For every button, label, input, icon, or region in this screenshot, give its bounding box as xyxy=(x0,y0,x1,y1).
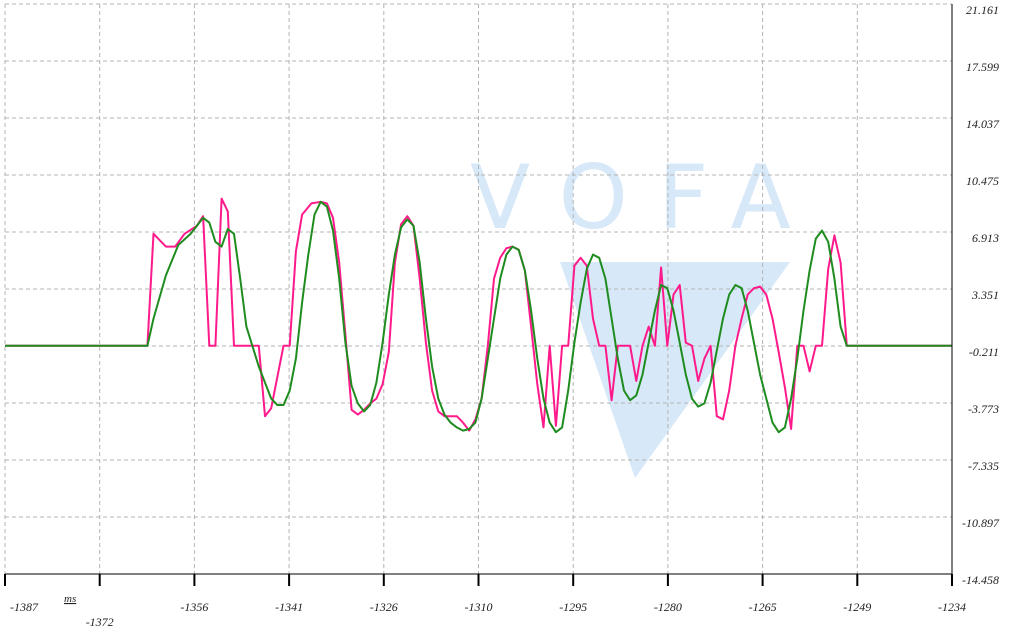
x-tick-label: -1356 xyxy=(180,600,208,614)
y-tick-label: -0.211 xyxy=(969,345,999,359)
y-tick-label: 3.351 xyxy=(971,288,999,302)
x-tick-label: -1310 xyxy=(465,600,493,614)
y-axis-labels: 21.161 17.599 14.037 10.475 6.913 3.351 -0.211… xyxy=(962,3,1000,587)
series-line-2 xyxy=(5,200,952,434)
y-tick-label: 21.161 xyxy=(966,3,999,17)
x-tick-label: -1265 xyxy=(749,600,777,614)
y-tick-label: 17.599 xyxy=(966,60,999,74)
y-tick-label: -7.335 xyxy=(968,459,999,473)
x-tick-label: -1341 xyxy=(275,600,303,614)
series-group xyxy=(5,197,952,434)
y-tick-label: 14.037 xyxy=(966,117,1000,131)
y-tick-label: 10.475 xyxy=(966,174,999,188)
x-tick-label: -1295 xyxy=(559,600,587,614)
y-tick-label: -14.458 xyxy=(962,573,999,587)
watermark-v-shape xyxy=(560,262,790,478)
y-tick-label: 6.913 xyxy=(972,231,999,245)
y-tick-label: -10.897 xyxy=(962,516,1000,530)
x-tick-label: -1234 xyxy=(938,600,966,614)
y-tick-label: -3.773 xyxy=(968,402,999,416)
x-tick-label: -1249 xyxy=(843,600,871,614)
grid-lines xyxy=(4,3,953,574)
series-line-1 xyxy=(5,197,952,432)
vofa-watermark: VOFA xyxy=(470,146,821,478)
x-unit-label: ms xyxy=(64,593,76,605)
x-tick-label: -1387 xyxy=(10,600,39,614)
watermark-text: VOFA xyxy=(470,146,821,249)
x-axis: -1387 -1372 -1356 -1341 -1326 -1310 -1295 -1280… xyxy=(4,4,966,629)
x-tick-label: -1372 xyxy=(86,615,114,629)
x-tick-label: -1280 xyxy=(654,600,682,614)
x-tick-label: -1326 xyxy=(370,600,398,614)
